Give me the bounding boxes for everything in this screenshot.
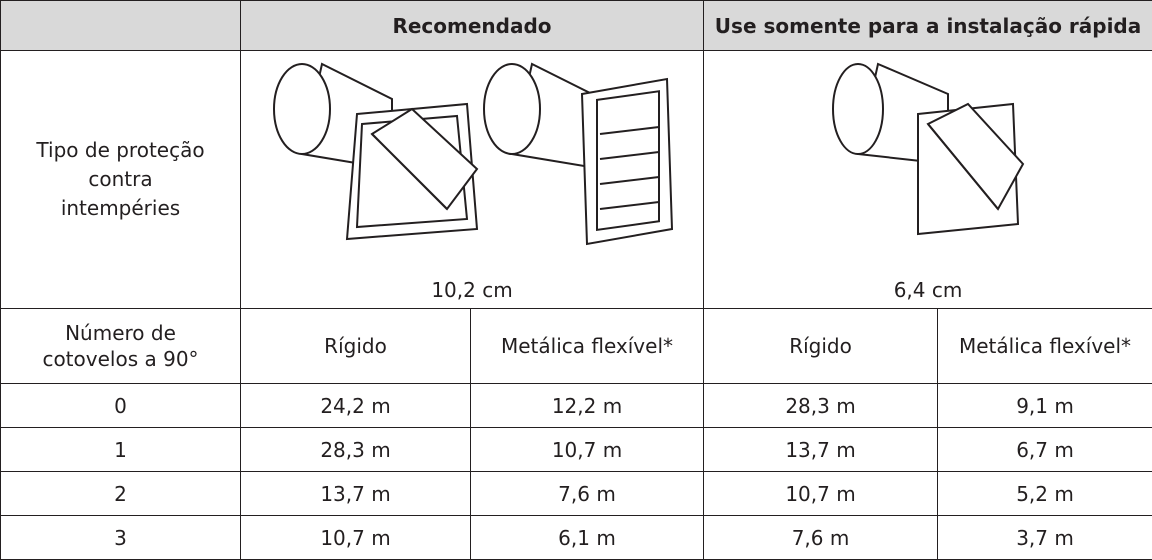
image-row: Tipo de proteção contra intempéries — [1, 51, 1152, 309]
subheader-cell: Metálica flexível* — [471, 309, 704, 384]
length-cell: 12,2 m — [471, 384, 704, 428]
length-cell: 7,6 m — [471, 472, 704, 516]
length-cell: 28,3 m — [241, 428, 471, 472]
length-cell: 6,1 m — [471, 516, 704, 560]
elbow-count: 0 — [1, 384, 241, 428]
elbow-count: 3 — [1, 516, 241, 560]
elbow-count: 1 — [1, 428, 241, 472]
corner-cell — [1, 1, 241, 51]
vent-illustrations — [262, 59, 682, 249]
image-cell: 6,4 cm — [704, 51, 1152, 309]
type-label: Tipo de proteção contra intempéries — [36, 136, 206, 223]
length-cell: 10,7 m — [704, 472, 938, 516]
elbow-count: 2 — [1, 472, 241, 516]
label-cell: Tipo de proteção contra intempéries — [1, 51, 241, 309]
length-cell: 13,7 m — [241, 472, 471, 516]
length-cell: 7,6 m — [704, 516, 938, 560]
length-cell: 9,1 m — [938, 384, 1152, 428]
length-cell: 13,7 m — [704, 428, 938, 472]
image-cell: 10,2 cm — [241, 51, 704, 309]
subheader-row: Número de cotovelos a 90° Rígido Metálic… — [1, 309, 1152, 384]
size-label: 6,4 cm — [704, 278, 1152, 302]
header-row: Recomendado Use somente para a instalaçã… — [1, 1, 1152, 51]
length-cell: 5,2 m — [938, 472, 1152, 516]
size-label: 10,2 cm — [241, 278, 703, 302]
subheader-cell: Metálica flexível* — [938, 309, 1152, 384]
label-cell: Número de cotovelos a 90° — [1, 309, 241, 384]
length-cell: 24,2 m — [241, 384, 471, 428]
hood-vent — [274, 64, 477, 239]
length-cell: 10,7 m — [471, 428, 704, 472]
subheader-cell: Rígido — [241, 309, 471, 384]
header-cell: Recomendado — [241, 1, 704, 51]
louver-vent — [484, 64, 672, 244]
subheader-cell: Rígido — [704, 309, 938, 384]
vent-illustration — [828, 59, 1028, 249]
elbows-label: Número de cotovelos a 90° — [36, 320, 206, 372]
length-cell: 28,3 m — [704, 384, 938, 428]
length-cell: 3,7 m — [938, 516, 1152, 560]
length-cell: 10,7 m — [241, 516, 471, 560]
header-cell: Use somente para a instalação rápida — [704, 1, 1152, 51]
length-cell: 6,7 m — [938, 428, 1152, 472]
